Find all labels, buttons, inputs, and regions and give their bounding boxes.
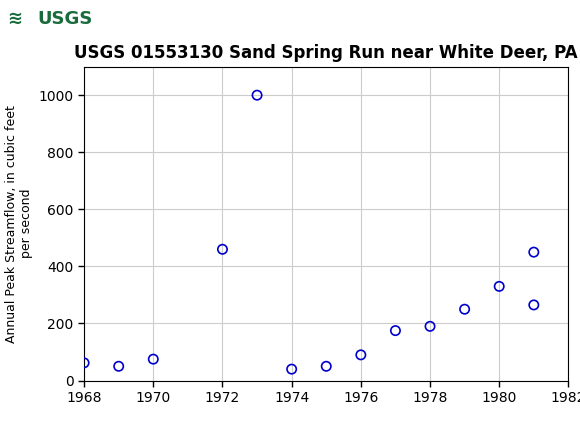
Point [529,249,538,255]
Text: USGS: USGS [38,10,93,28]
Point [148,356,158,362]
Point [460,306,469,313]
Point [529,301,538,308]
Point [79,359,89,366]
Text: ≋: ≋ [8,10,23,28]
Title: USGS 01553130 Sand Spring Run near White Deer, PA: USGS 01553130 Sand Spring Run near White… [74,44,578,62]
Point [114,363,124,370]
Y-axis label: Annual Peak Streamflow, in cubic feet
per second: Annual Peak Streamflow, in cubic feet pe… [5,104,33,343]
Point [218,246,227,253]
Point [495,283,504,290]
Point [287,366,296,372]
Point [391,327,400,334]
Point [252,92,262,98]
Point [356,351,365,358]
Point [425,323,434,330]
Point [321,363,331,370]
Bar [5,3,95,35]
